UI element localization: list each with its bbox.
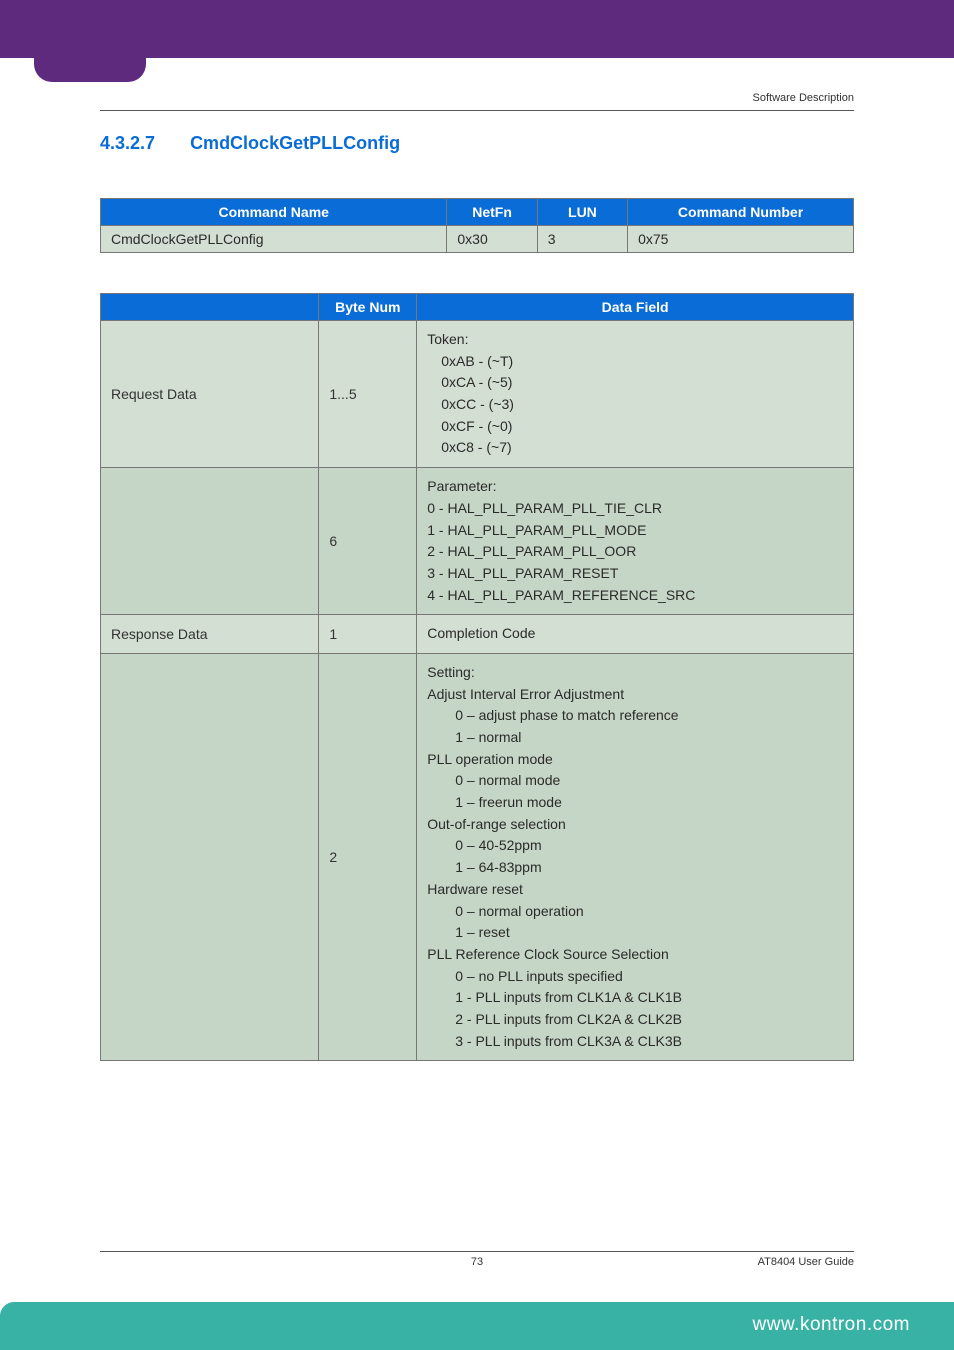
field-line: Parameter: bbox=[427, 476, 843, 498]
field-line: 0xCC - (~3) bbox=[427, 394, 843, 416]
bottom-banner: www.kontron.com bbox=[0, 1302, 954, 1350]
row-label: Request Data bbox=[101, 321, 319, 468]
field-line: PLL operation mode bbox=[427, 749, 843, 771]
table-row: Response Data1 Completion Code bbox=[101, 615, 854, 654]
table-row: 6Parameter:0 - HAL_PLL_PARAM_PLL_TIE_CLR… bbox=[101, 468, 854, 615]
field-line: Adjust Interval Error Adjustment bbox=[427, 684, 843, 706]
field-line: 1 – 64-83ppm bbox=[427, 857, 843, 879]
th-command-number: Command Number bbox=[628, 199, 854, 226]
field-line: 1 - PLL inputs from CLK1A & CLK1B bbox=[427, 987, 843, 1009]
cmd-number: 0x75 bbox=[628, 226, 854, 253]
cmd-lun: 3 bbox=[537, 226, 627, 253]
row-field: Completion Code bbox=[417, 615, 854, 654]
row-label bbox=[101, 653, 319, 1060]
field-line: 0 – normal mode bbox=[427, 770, 843, 792]
field-line: 0xC8 - (~7) bbox=[427, 437, 843, 459]
cmd-name: CmdClockGetPLLConfig bbox=[101, 226, 447, 253]
data-table: Byte Num Data Field Request Data1...5Tok… bbox=[100, 293, 854, 1061]
section-title: CmdClockGetPLLConfig bbox=[190, 133, 400, 153]
field-line: Out-of-range selection bbox=[427, 814, 843, 836]
field-line: 1 – freerun mode bbox=[427, 792, 843, 814]
row-field: Parameter:0 - HAL_PLL_PARAM_PLL_TIE_CLR1… bbox=[417, 468, 854, 615]
field-line: Hardware reset bbox=[427, 879, 843, 901]
field-line: 2 - PLL inputs from CLK2A & CLK2B bbox=[427, 1009, 843, 1031]
row-byte: 1 bbox=[319, 615, 417, 654]
footer-url: www.kontron.com bbox=[753, 1314, 910, 1335]
field-line: 3 - HAL_PLL_PARAM_RESET bbox=[427, 563, 843, 585]
field-line: PLL Reference Clock Source Selection bbox=[427, 944, 843, 966]
field-line: 2 - HAL_PLL_PARAM_PLL_OOR bbox=[427, 541, 843, 563]
row-byte: 6 bbox=[319, 468, 417, 615]
section-heading: 4.3.2.7 CmdClockGetPLLConfig bbox=[100, 133, 854, 154]
field-line: 0 – adjust phase to match reference bbox=[427, 705, 843, 727]
field-line: 1 - HAL_PLL_PARAM_PLL_MODE bbox=[427, 520, 843, 542]
th-byte-num: Byte Num bbox=[319, 294, 417, 321]
footer-line: 73 AT8404 User Guide bbox=[100, 1251, 854, 1268]
footer-guide: AT8404 User Guide bbox=[758, 1256, 854, 1268]
row-byte: 1...5 bbox=[319, 321, 417, 468]
field-line: Completion Code bbox=[427, 623, 843, 645]
software-description-label: Software Description bbox=[100, 92, 854, 111]
table-row: Request Data1...5Token:0xAB - (~T)0xCA -… bbox=[101, 321, 854, 468]
field-line: 0 – normal operation bbox=[427, 901, 843, 923]
th-lun: LUN bbox=[537, 199, 627, 226]
footer-page: 73 bbox=[471, 1256, 483, 1268]
row-field: Token:0xAB - (~T)0xCA - (~5)0xCC - (~3)0… bbox=[417, 321, 854, 468]
field-line: 1 – reset bbox=[427, 922, 843, 944]
field-line: 0xAB - (~T) bbox=[427, 351, 843, 373]
field-line: 0 - HAL_PLL_PARAM_PLL_TIE_CLR bbox=[427, 498, 843, 520]
field-line: 0 – no PLL inputs specified bbox=[427, 966, 843, 988]
th-netfn: NetFn bbox=[447, 199, 537, 226]
command-table: Command Name NetFn LUN Command Number Cm… bbox=[100, 198, 854, 253]
top-tab bbox=[34, 0, 146, 82]
row-field: Setting:Adjust Interval Error Adjustment… bbox=[417, 653, 854, 1060]
row-label bbox=[101, 468, 319, 615]
field-line: 0xCF - (~0) bbox=[427, 416, 843, 438]
field-line: 0xCA - (~5) bbox=[427, 372, 843, 394]
page-content: Software Description 4.3.2.7 CmdClockGet… bbox=[0, 58, 954, 1061]
cmd-netfn: 0x30 bbox=[447, 226, 537, 253]
field-line: Token: bbox=[427, 329, 843, 351]
th-command-name: Command Name bbox=[101, 199, 447, 226]
row-label: Response Data bbox=[101, 615, 319, 654]
field-line: 3 - PLL inputs from CLK3A & CLK3B bbox=[427, 1031, 843, 1053]
th-blank bbox=[101, 294, 319, 321]
table-row: 2Setting:Adjust Interval Error Adjustmen… bbox=[101, 653, 854, 1060]
field-line: 0 – 40-52ppm bbox=[427, 835, 843, 857]
th-data-field: Data Field bbox=[417, 294, 854, 321]
section-number: 4.3.2.7 bbox=[100, 133, 155, 154]
row-byte: 2 bbox=[319, 653, 417, 1060]
field-line: 1 – normal bbox=[427, 727, 843, 749]
field-line: 4 - HAL_PLL_PARAM_REFERENCE_SRC bbox=[427, 585, 843, 607]
command-row: CmdClockGetPLLConfig 0x30 3 0x75 bbox=[101, 226, 854, 253]
field-line: Setting: bbox=[427, 662, 843, 684]
